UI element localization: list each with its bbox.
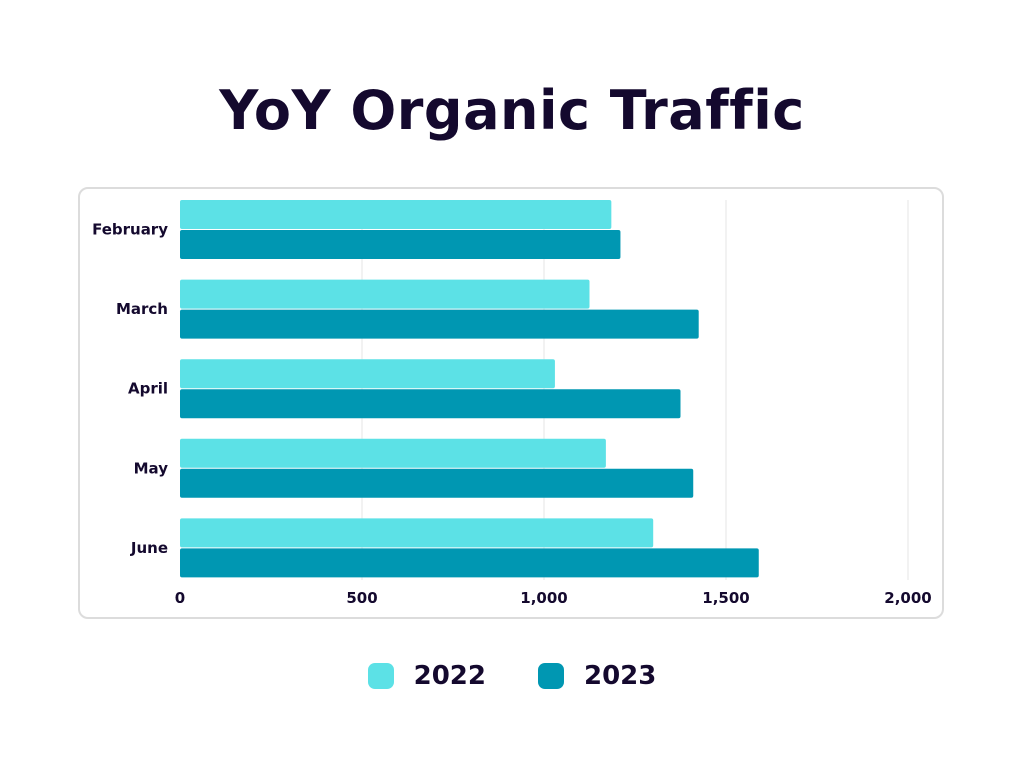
bar-april-2023[interactable] (180, 389, 681, 419)
category-label-april: April (128, 380, 168, 398)
bars (180, 200, 759, 578)
category-labels: February March April May June (92, 221, 168, 557)
x-tick-label-1: 500 (346, 589, 377, 607)
bar-june-2022[interactable] (180, 518, 654, 548)
bar-april-2022[interactable] (180, 359, 555, 389)
x-tick-label-0: 0 (175, 589, 185, 607)
chart-title: YoY Organic Traffic (219, 79, 805, 142)
legend-item-2022[interactable]: 2022 (367, 661, 486, 691)
x-tick-label-3: 1,500 (702, 589, 749, 607)
legend: 2022 2023 (0, 656, 1024, 696)
bar-june-2023[interactable] (180, 548, 759, 578)
bar-may-2023[interactable] (180, 468, 694, 498)
bar-february-2023[interactable] (180, 230, 621, 259)
category-label-may: May (134, 459, 169, 477)
category-label-march: March (116, 300, 168, 318)
x-tick-label-2: 1,000 (520, 589, 567, 607)
bar-march-2022[interactable] (180, 279, 590, 309)
legend-label-2022: 2022 (413, 661, 486, 691)
x-tick-labels: 0 500 1,000 1,500 2,000 (175, 589, 932, 607)
category-label-february: February (92, 221, 168, 239)
bar-may-2022[interactable] (180, 438, 606, 468)
legend-swatch-2022 (367, 663, 394, 689)
legend-item-2023[interactable]: 2023 (538, 661, 656, 691)
bar-march-2023[interactable] (180, 309, 699, 339)
legend-label-2023: 2023 (584, 661, 657, 691)
bar-february-2022[interactable] (180, 200, 612, 229)
x-tick-label-4: 2,000 (884, 589, 931, 607)
legend-swatch-2023 (538, 663, 564, 689)
category-label-june: June (130, 539, 168, 557)
